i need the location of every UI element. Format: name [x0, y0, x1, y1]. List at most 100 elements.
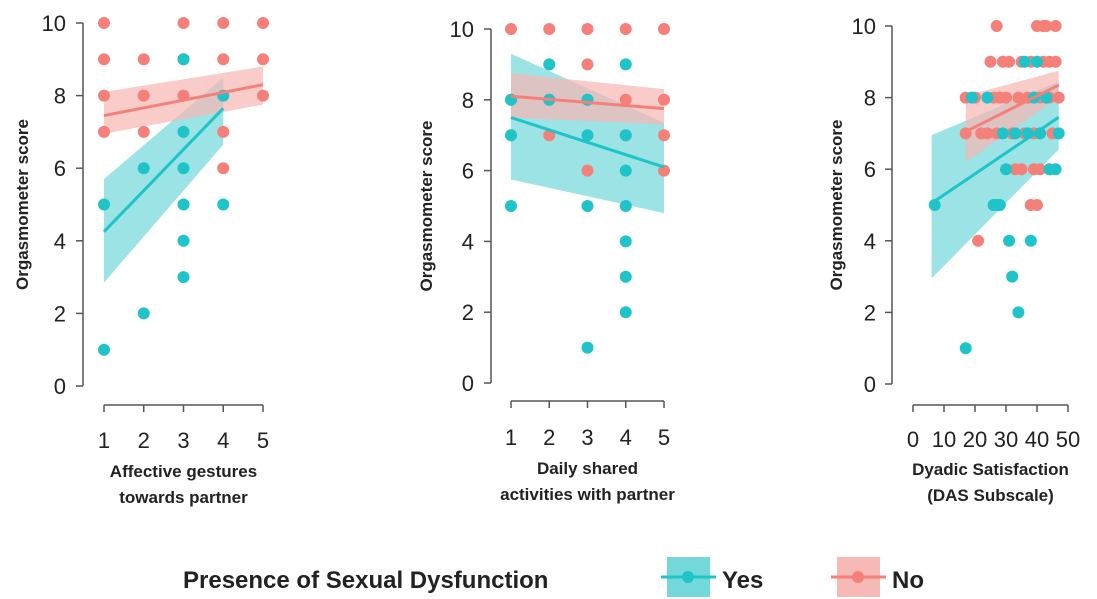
- y-tick-label: 10: [852, 14, 876, 39]
- data-point-no: [1049, 55, 1062, 68]
- data-point-yes: [505, 200, 517, 212]
- y-axis-title: Orgasmometer score: [417, 120, 436, 291]
- fit-line-no: [103, 83, 264, 118]
- data-point-yes: [177, 234, 190, 247]
- data-point-yes: [619, 235, 632, 248]
- data-point-yes: [619, 270, 632, 283]
- data-point-yes: [1049, 163, 1062, 176]
- legend: Presence of Sexual Dysfunction Yes No: [183, 557, 924, 597]
- data-point-yes: [581, 200, 594, 212]
- data-points: [98, 17, 1065, 356]
- data-point-no: [98, 125, 110, 138]
- data-point-no: [1034, 163, 1047, 176]
- x-axis-title-line: Affective gestures: [110, 462, 257, 481]
- y-tick-label: 10: [42, 11, 66, 36]
- data-point-yes: [619, 200, 632, 212]
- data-point-no: [1052, 91, 1065, 104]
- data-point-no: [137, 89, 150, 102]
- data-point-yes: [619, 129, 632, 142]
- y-tick-label: 8: [54, 84, 66, 109]
- data-point-no: [217, 162, 230, 175]
- y-tick-label: 8: [462, 88, 474, 113]
- x-tick-label: 10: [932, 427, 956, 452]
- data-point-yes: [993, 199, 1006, 211]
- data-point-yes: [1006, 270, 1019, 283]
- data-point-no: [98, 53, 110, 66]
- data-point-no: [1012, 91, 1025, 104]
- data-point-yes: [1012, 306, 1025, 319]
- x-axis-title-line: towards partner: [119, 488, 248, 507]
- data-point-yes: [177, 271, 190, 284]
- fit-line-no: [510, 94, 665, 111]
- y-axis-title: Orgasmometer score: [13, 119, 32, 290]
- data-point-yes: [1000, 163, 1012, 176]
- x-tick-label: 3: [177, 428, 189, 453]
- data-point-no: [1015, 163, 1028, 176]
- data-point-yes: [581, 129, 594, 142]
- fit-line-yes: [510, 116, 665, 169]
- data-point-no: [619, 93, 632, 106]
- data-point-no: [257, 89, 269, 102]
- data-point-no: [257, 53, 269, 66]
- data-point-no: [658, 93, 670, 106]
- fit-line-no: [965, 83, 1060, 133]
- data-point-no: [217, 125, 230, 138]
- data-point-no: [543, 23, 556, 35]
- data-point-no: [581, 58, 594, 71]
- data-point-yes: [1052, 127, 1065, 140]
- data-point-no: [981, 127, 994, 140]
- data-point-no: [1049, 20, 1062, 32]
- data-point-no: [1031, 199, 1043, 211]
- legend-marker-no: [852, 571, 864, 583]
- y-tick-label: 0: [864, 372, 876, 397]
- data-point-yes: [619, 164, 632, 177]
- data-point-yes: [177, 162, 190, 175]
- data-point-no: [137, 125, 150, 138]
- data-point-no: [177, 17, 190, 29]
- data-point-yes: [619, 306, 632, 319]
- data-point-no: [972, 234, 985, 247]
- data-point-no: [658, 23, 670, 35]
- data-point-yes: [137, 307, 150, 320]
- data-point-no: [505, 23, 517, 35]
- legend-label-yes: Yes: [722, 567, 763, 594]
- x-tick-label: 3: [581, 425, 593, 450]
- y-tick-label: 6: [462, 159, 474, 184]
- data-point-yes: [137, 162, 150, 175]
- data-point-yes: [1031, 55, 1043, 68]
- data-point-yes: [177, 53, 190, 66]
- fit-line-yes: [930, 116, 1060, 205]
- x-tick-label: 50: [1056, 427, 1080, 452]
- data-point-yes: [981, 91, 994, 104]
- x-tick-label: 5: [658, 425, 670, 450]
- x-tick-label: 20: [963, 427, 987, 452]
- data-point-no: [257, 17, 269, 29]
- fit-line-yes: [102, 107, 225, 233]
- legend-title: Presence of Sexual Dysfunction: [183, 567, 548, 594]
- data-point-yes: [959, 342, 972, 355]
- data-point-yes: [177, 125, 190, 138]
- data-point-no: [1000, 91, 1012, 104]
- data-point-yes: [1009, 127, 1022, 140]
- data-point-yes: [581, 341, 594, 354]
- y-tick-label: 2: [54, 301, 66, 326]
- data-point-no: [990, 20, 1003, 32]
- y-tick-label: 4: [54, 229, 66, 254]
- data-point-yes: [1018, 55, 1031, 68]
- data-point-yes: [217, 198, 230, 211]
- y-tick-label: 2: [462, 300, 474, 325]
- fit-lines: [102, 83, 1060, 233]
- x-tick-label: 2: [543, 425, 555, 450]
- data-point-no: [217, 53, 230, 66]
- confidence-band-yes: [104, 77, 224, 283]
- y-tick-label: 8: [864, 86, 876, 111]
- x-tick-label: 30: [994, 427, 1018, 452]
- legend-marker-yes: [682, 571, 694, 583]
- x-tick-label: 0: [907, 427, 919, 452]
- data-point-no: [984, 55, 997, 68]
- data-point-yes: [1003, 234, 1016, 247]
- data-point-yes: [965, 91, 978, 104]
- x-axis-title-line: activities with partner: [500, 485, 675, 504]
